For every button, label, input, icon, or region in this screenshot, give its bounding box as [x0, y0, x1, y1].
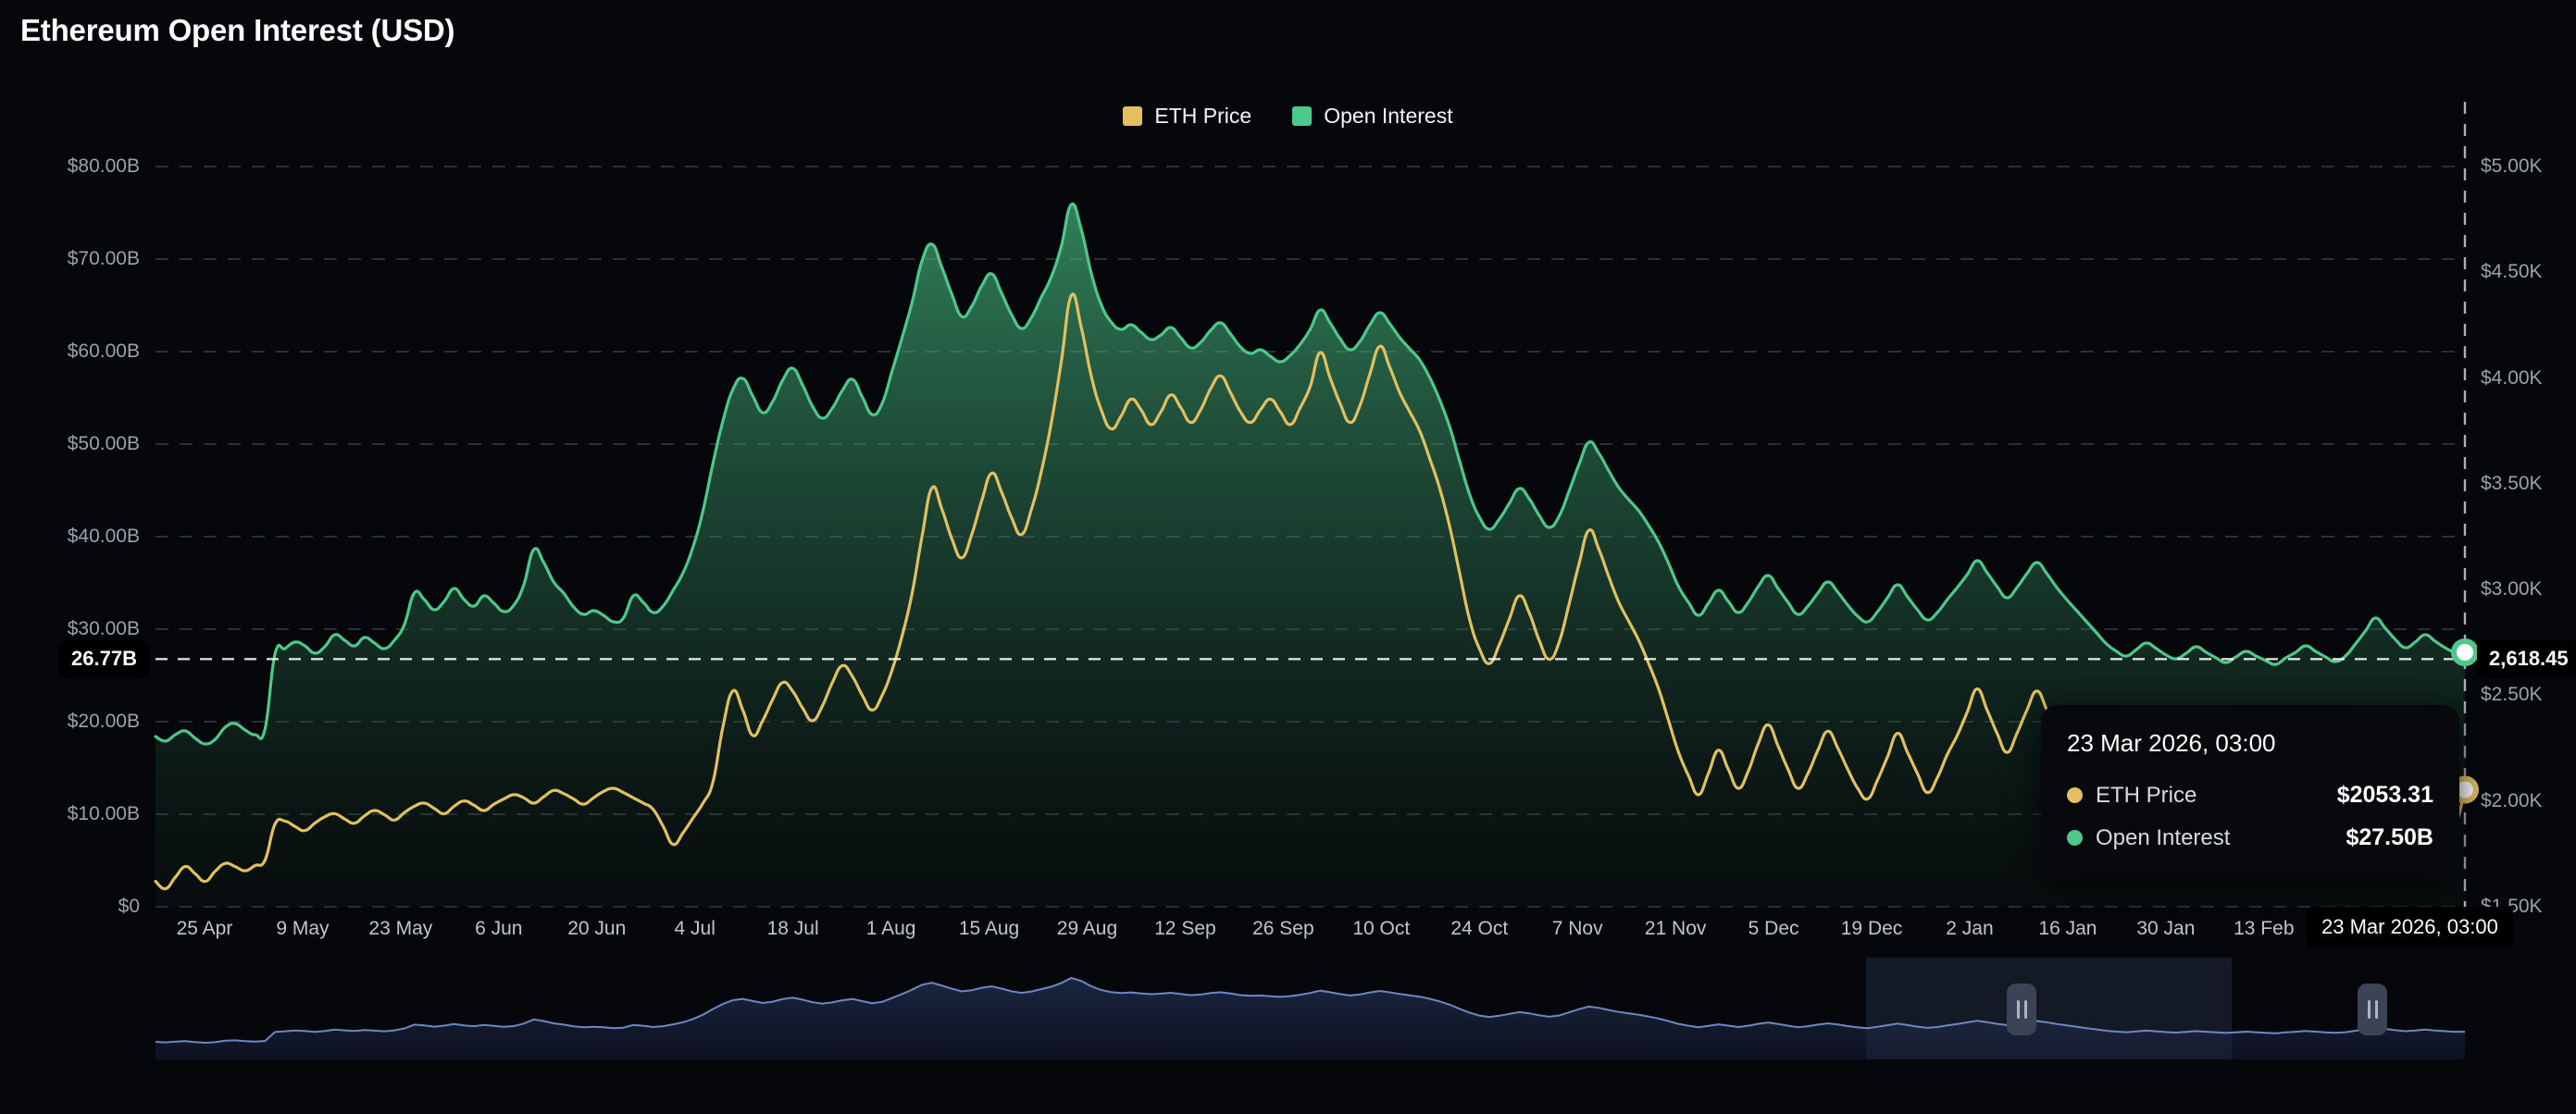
x-axis-tick: 21 Nov [1644, 918, 1707, 939]
legend-label: ETH Price [1154, 104, 1252, 128]
y-axis-right-tick: $4.00K [2481, 366, 2543, 389]
tooltip-row-open-interest: Open Interest $27.50B [2067, 824, 2433, 851]
open-interest-area [156, 204, 2465, 908]
x-axis-tick: 20 Jun [567, 918, 627, 939]
y-axis-left-tick: $40.00B [67, 526, 140, 547]
y-axis-left-tick: $80.00B [67, 155, 140, 177]
brush-canvas [156, 958, 2465, 1059]
x-axis-tick: 15 Aug [958, 918, 1020, 939]
open-interest-marker-dot [2451, 638, 2479, 666]
x-axis-tick: 19 Dec [1840, 918, 1903, 939]
y-axis-right-tick: $3.50K [2481, 472, 2543, 494]
y-axis-right-tick: $4.50K [2481, 261, 2543, 283]
legend-swatch-icon [1292, 106, 1313, 126]
x-axis-tick: 13 Feb [2234, 918, 2295, 939]
y-axis-left-tick: $60.00B [67, 340, 140, 362]
x-axis-tick: 25 Apr [176, 918, 233, 939]
chart-canvas [154, 102, 2479, 914]
tooltip-series-value: $27.50B [2346, 824, 2433, 850]
x-axis-tick: 5 Dec [1748, 918, 1799, 939]
chart-plot-area[interactable] [154, 102, 2479, 914]
tooltip-date: 23 Mar 2026, 03:00 [2067, 729, 2276, 757]
x-axis-tick: 1 Aug [865, 918, 916, 939]
series-color-dot-icon [2067, 787, 2083, 803]
tooltip-series-value: $2053.31 [2336, 782, 2433, 808]
brush-line [156, 976, 2465, 1045]
x-axis-tick: 12 Sep [1154, 918, 1216, 939]
y-axis-left-tick: $70.00B [67, 248, 140, 269]
open-interest-line [154, 202, 2467, 746]
x-axis-tick: 4 Jul [674, 918, 716, 939]
x-axis-tick: 16 Jan [2038, 918, 2097, 939]
tooltip-series-name: ETH Price [2096, 782, 2197, 808]
x-axis-tick: 2 Jan [1946, 918, 1994, 939]
brush-area-fill [156, 978, 2465, 1059]
y-axis-left-tick: $10.00B [67, 803, 140, 824]
brush-handle-left[interactable] [2007, 984, 2036, 1035]
grip-bar-icon [2023, 1000, 2027, 1019]
legend-item-eth-price[interactable]: ETH Price [1123, 104, 1251, 129]
x-axis-tick: 10 Oct [1352, 918, 1411, 939]
x-axis-tick: 26 Sep [1252, 918, 1314, 939]
x-axis-tick: 6 Jun [475, 918, 523, 939]
y-axis-left-tick: $30.00B [67, 618, 140, 639]
page-title: Ethereum Open Interest (USD) [20, 13, 455, 47]
chart-brush-navigator[interactable] [156, 958, 2465, 1059]
y-axis-left-tick: $0 [118, 896, 140, 917]
y-axis-left-tick: $50.00B [67, 433, 140, 454]
grip-bar-icon [2374, 1000, 2378, 1019]
grip-bar-icon [2367, 1000, 2371, 1019]
y-axis-right-tick: $2.00K [2481, 789, 2543, 811]
legend-swatch-icon [1123, 106, 1143, 126]
x-axis-tick: 24 Oct [1450, 918, 1509, 939]
y-axis-right-tick: $2.50K [2481, 684, 2543, 706]
x-axis-tick: 9 May [276, 918, 330, 939]
chart-legend: ETH Price Open Interest [0, 104, 2576, 129]
tooltip-row-eth-price: ETH Price $2053.31 [2067, 782, 2433, 809]
x-axis-tick: 18 Jul [766, 918, 819, 939]
cursor-date-badge: 23 Mar 2026, 03:00 [2307, 907, 2513, 947]
y-axis-right-tick: $5.00K [2481, 155, 2543, 177]
legend-item-open-interest[interactable]: Open Interest [1292, 104, 1453, 129]
x-axis-tick: 7 Nov [1551, 918, 1603, 939]
x-axis-tick: 29 Aug [1056, 918, 1118, 939]
eth-price-value-badge: 2,618.45 [2477, 640, 2576, 677]
grip-bar-icon [2016, 1000, 2020, 1019]
series-color-dot-icon [2067, 830, 2083, 846]
brush-handle-right[interactable] [2358, 984, 2387, 1035]
legend-label: Open Interest [1324, 104, 1453, 128]
chart-tooltip: 23 Mar 2026, 03:00 ETH Price $2053.31 Op… [2041, 705, 2459, 879]
x-axis-tick: 23 May [368, 918, 433, 939]
tooltip-series-name: Open Interest [2096, 824, 2231, 850]
y-axis-left-tick: $20.00B [67, 711, 140, 732]
open-interest-value-badge: 26.77B [59, 640, 149, 677]
x-axis-tick: 30 Jan [2136, 918, 2196, 939]
y-axis-right-tick: $3.00K [2481, 578, 2543, 600]
